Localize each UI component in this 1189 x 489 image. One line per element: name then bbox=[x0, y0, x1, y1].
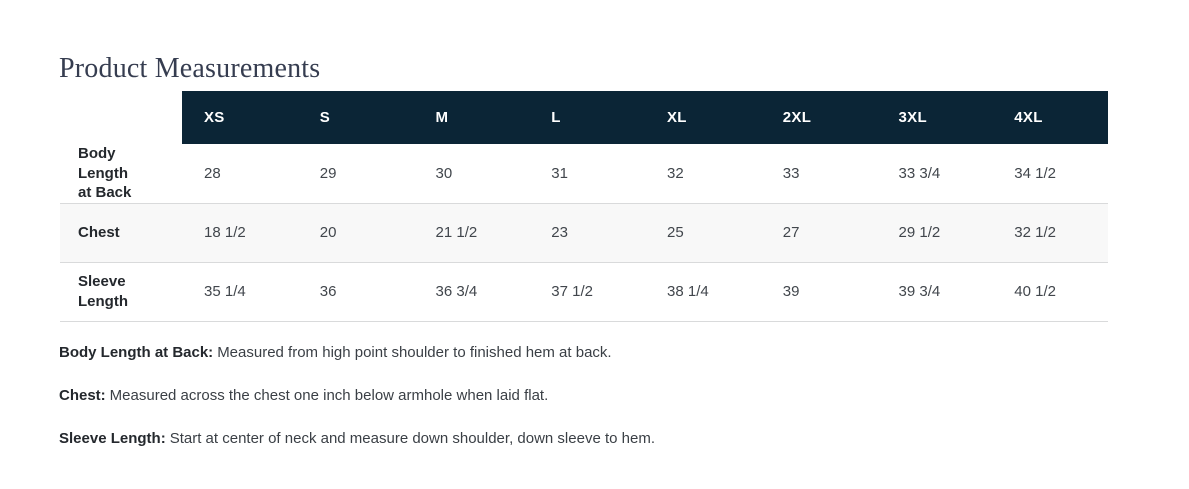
row-label-chest: Chest bbox=[60, 202, 182, 262]
table-cell: 36 bbox=[297, 261, 414, 322]
table-cell: 39 bbox=[760, 261, 877, 322]
note-term: Chest: bbox=[59, 387, 106, 404]
size-header-row: XS S M L XL 2XL 3XL 4XL bbox=[60, 91, 1108, 144]
table-cell: 33 bbox=[782, 164, 800, 182]
table-cell: 33 3/4 bbox=[898, 164, 941, 182]
row-label-sleeve-length: Sleeve Length bbox=[60, 261, 182, 322]
table-cell: 40 1/2 bbox=[992, 261, 1108, 322]
note-text: Measured from high point shoulder to fin… bbox=[217, 344, 612, 361]
col-header-m: M bbox=[413, 91, 530, 144]
col-header-xs: XS bbox=[182, 91, 298, 144]
table-cell: 37 1/2 bbox=[529, 261, 645, 322]
page-title: Product Measurements bbox=[59, 53, 321, 85]
col-header-l: L bbox=[529, 91, 645, 144]
table-row-body-length: Body Length at Back 28 29 30 31 32 33 33… bbox=[60, 144, 1108, 203]
table-cell: 39 3/4 bbox=[876, 261, 993, 322]
table-cell: 32 1/2 bbox=[992, 202, 1108, 262]
table-cell: 30 bbox=[435, 164, 453, 182]
table-cell: 29 1/2 bbox=[876, 202, 993, 262]
note-text: Start at center of neck and measure down… bbox=[169, 430, 655, 447]
table-cell: 27 bbox=[760, 202, 877, 262]
table-cell: 28 bbox=[204, 164, 221, 182]
col-header-2xl: 2XL bbox=[760, 91, 877, 144]
table-cell: 32 bbox=[667, 164, 684, 182]
table-cell: 35 1/4 bbox=[182, 261, 298, 322]
table-cell: 21 1/2 bbox=[413, 202, 530, 262]
note-term: Body Length at Back: bbox=[59, 344, 214, 361]
corner-cell bbox=[60, 91, 182, 144]
table-cell: 25 bbox=[645, 202, 761, 262]
note-term: Sleeve Length: bbox=[59, 430, 166, 447]
row-label-body-length: Body Length at Back bbox=[78, 145, 132, 201]
col-header-s: S bbox=[297, 91, 414, 144]
table-cell: 36 3/4 bbox=[413, 261, 530, 322]
table-cell: 18 1/2 bbox=[182, 202, 298, 262]
table-row-chest: Chest 18 1/2 20 21 1/2 23 25 27 29 1/2 3… bbox=[60, 202, 1108, 262]
note-text: Measured across the chest one inch below… bbox=[109, 387, 549, 404]
col-header-4xl: 4XL bbox=[992, 91, 1108, 144]
col-header-xl: XL bbox=[645, 91, 761, 144]
table-cell: 34 1/2 bbox=[1014, 164, 1056, 182]
table-cell: 31 bbox=[551, 164, 568, 182]
size-chart-table: XS S M L XL 2XL 3XL 4XL Body Length at B… bbox=[60, 91, 1108, 322]
table-cell: 38 1/4 bbox=[645, 261, 761, 322]
note-sleeve-length: Sleeve Length: Start at center of neck an… bbox=[59, 430, 1129, 447]
col-header-3xl: 3XL bbox=[876, 91, 993, 144]
table-row-sleeve-length: Sleeve Length 35 1/4 36 36 3/4 37 1/2 38… bbox=[60, 261, 1108, 322]
table-cell: 23 bbox=[529, 202, 645, 262]
table-cell: 20 bbox=[297, 202, 414, 262]
note-chest: Chest: Measured across the chest one inch… bbox=[59, 387, 1129, 404]
note-body-length: Body Length at Back: Measured from high p… bbox=[59, 344, 1129, 361]
measurement-notes: Body Length at Back: Measured from high p… bbox=[59, 344, 1129, 473]
table-cell: 29 bbox=[319, 164, 337, 182]
